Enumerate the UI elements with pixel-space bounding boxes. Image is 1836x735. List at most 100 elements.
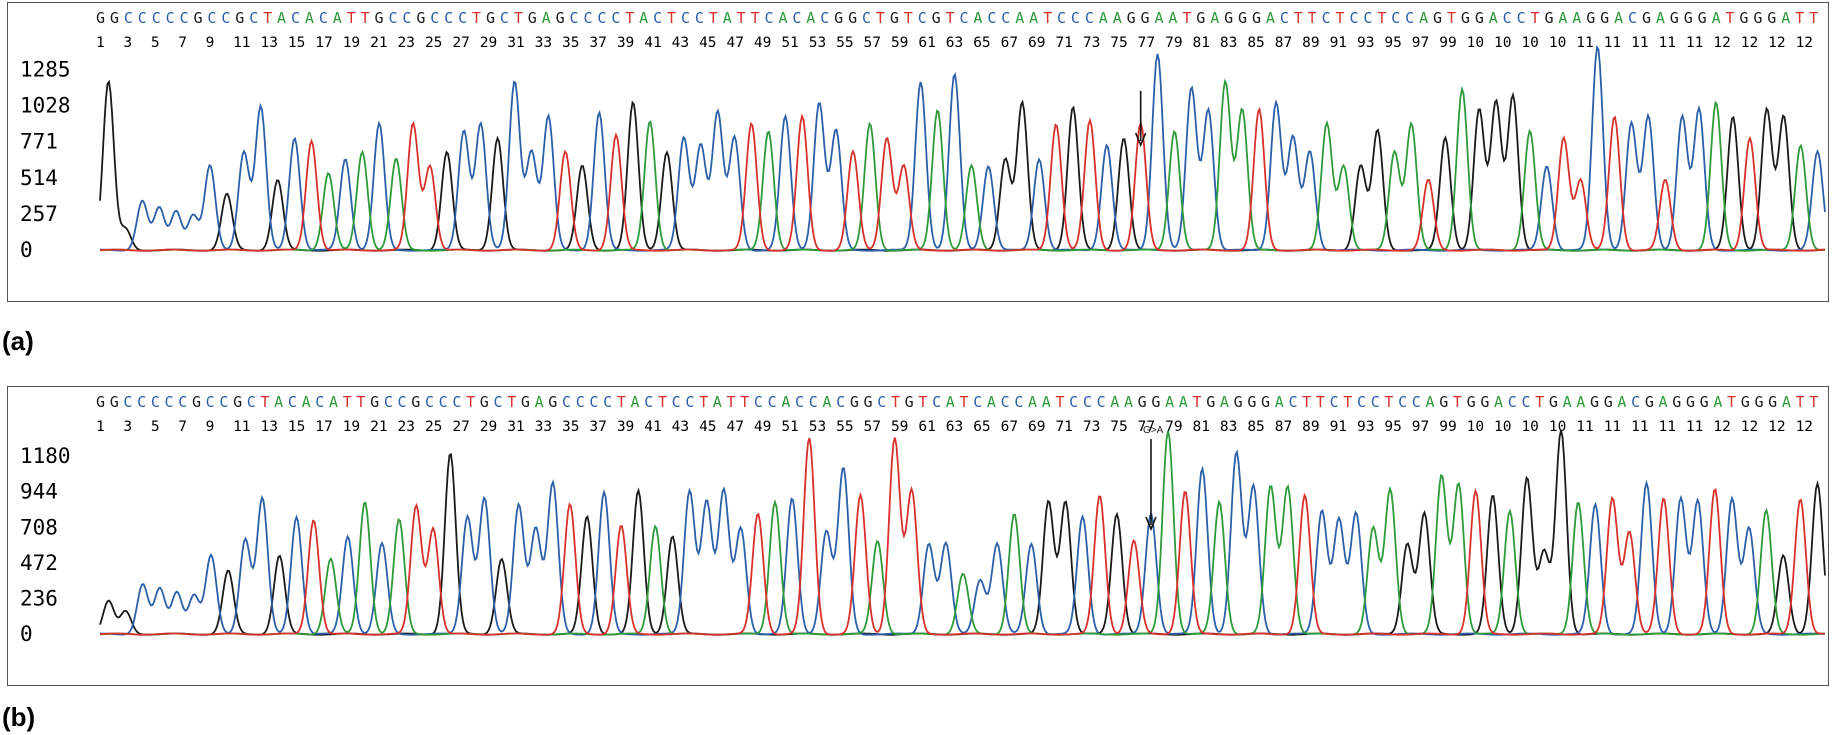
trace-G	[99, 429, 1826, 636]
base-call-letter: C	[206, 393, 215, 411]
base-call-letter: T	[472, 9, 481, 27]
position-label: 5	[151, 419, 160, 435]
position-label: 47	[726, 35, 743, 51]
position-label: 12	[1713, 35, 1730, 51]
position-label: 51	[781, 35, 798, 51]
base-call-letter: G	[905, 393, 914, 411]
position-label: 29	[480, 35, 497, 51]
y-axis-ticks: 0 236 472 708 944 1180	[20, 444, 71, 646]
position-label: 10	[1549, 35, 1566, 51]
base-call-letter: T	[1055, 393, 1064, 411]
base-call-letter: T	[263, 9, 272, 27]
base-call-letter: C	[695, 9, 704, 27]
position-label: 12	[1796, 35, 1813, 51]
base-call-letter: G	[1700, 393, 1709, 411]
base-call-letter: G	[96, 9, 105, 27]
base-call-letter: A	[778, 9, 787, 27]
position-label: 7	[178, 419, 187, 435]
position-label: 11	[1604, 419, 1621, 435]
base-call-letter: A	[1782, 393, 1791, 411]
base-call-letter: A	[274, 393, 283, 411]
base-call-letter: C	[207, 9, 216, 27]
position-label: 53	[809, 35, 826, 51]
base-call-letter: T	[1453, 393, 1462, 411]
base-call-letter: C	[809, 393, 818, 411]
base-call-letter: C	[1508, 393, 1517, 411]
y-tick-label: 236	[20, 586, 58, 610]
base-call-letter: A	[1179, 393, 1188, 411]
position-label: 3	[123, 419, 132, 435]
base-call-letter: A	[277, 9, 286, 27]
base-call-letter: C	[768, 393, 777, 411]
base-call-letter: G	[1480, 393, 1489, 411]
base-call-letter: G	[486, 9, 495, 27]
y-tick-label: 771	[20, 130, 58, 154]
base-call-letter: T	[1294, 9, 1303, 27]
position-label: 39	[617, 419, 634, 435]
position-label: 69	[1028, 35, 1045, 51]
base-call-letter: G	[235, 9, 244, 27]
base-call-letter: C	[1083, 393, 1092, 411]
base-call-letter: G	[416, 9, 425, 27]
base-call-letter: C	[151, 393, 160, 411]
base-call-letter: T	[1727, 393, 1736, 411]
base-call-letter: T	[1193, 393, 1202, 411]
base-call-letter: C	[1631, 393, 1640, 411]
base-call-letter: A	[1210, 9, 1219, 27]
base-call-letter: A	[822, 393, 831, 411]
y-tick-label: 514	[20, 166, 58, 190]
base-call-letter: G	[370, 393, 379, 411]
position-label: 3	[123, 35, 132, 51]
base-call-letter: C	[388, 9, 397, 27]
position-label: 10	[1521, 35, 1538, 51]
position-label: 17	[315, 35, 332, 51]
base-call-letter: T	[514, 9, 523, 27]
base-call-letter: C	[1097, 393, 1106, 411]
base-call-letter: T	[617, 393, 626, 411]
base-call-letter: G	[932, 9, 941, 27]
base-call-letter: A	[1494, 393, 1503, 411]
base-call-letter: G	[1141, 9, 1150, 27]
base-call-letter: G	[1247, 393, 1256, 411]
base-call-letter: A	[639, 9, 648, 27]
base-call-letter: C	[918, 9, 927, 27]
y-tick-label: 0	[20, 622, 33, 646]
base-call-letter: A	[1113, 9, 1122, 27]
trace-C	[100, 449, 1826, 636]
position-label: 97	[1412, 35, 1429, 51]
base-call-letter: T	[751, 9, 760, 27]
base-call-letter: A	[1275, 393, 1284, 411]
base-call-letter: C	[430, 9, 439, 27]
base-call-letter: T	[1302, 393, 1311, 411]
base-call-letter: C	[685, 393, 694, 411]
base-call-letter: C	[1001, 9, 1010, 27]
base-call-letter: G	[834, 9, 843, 27]
position-label: 65	[973, 419, 990, 435]
base-call-letter: C	[138, 9, 147, 27]
base-call-letter: C	[1405, 9, 1414, 27]
base-call-letter: T	[1336, 9, 1345, 27]
mutation-annotation: G>A	[1143, 425, 1164, 436]
position-label: 12	[1768, 35, 1785, 51]
base-call-letter: C	[402, 9, 411, 27]
position-label: 77	[1138, 35, 1155, 51]
base-call-letter: C	[672, 393, 681, 411]
base-call-letter: G	[1767, 9, 1776, 27]
position-label: 39	[617, 35, 634, 51]
base-call-letter: G	[1586, 9, 1595, 27]
base-call-letter: G	[193, 9, 202, 27]
base-call-letter: G	[375, 9, 384, 27]
position-label: 19	[343, 419, 360, 435]
base-call-letter: C	[877, 393, 886, 411]
base-call-letter: A	[781, 393, 790, 411]
position-label: 69	[1028, 419, 1045, 435]
base-call-letter: C	[1071, 9, 1080, 27]
base-call-letter: C	[611, 9, 620, 27]
position-label: 95	[1384, 419, 1401, 435]
position-label: 61	[918, 35, 935, 51]
base-call-letter: G	[528, 9, 537, 27]
base-call-letter: A	[946, 393, 955, 411]
base-call-letter: A	[723, 9, 732, 27]
position-label: 89	[1302, 419, 1319, 435]
